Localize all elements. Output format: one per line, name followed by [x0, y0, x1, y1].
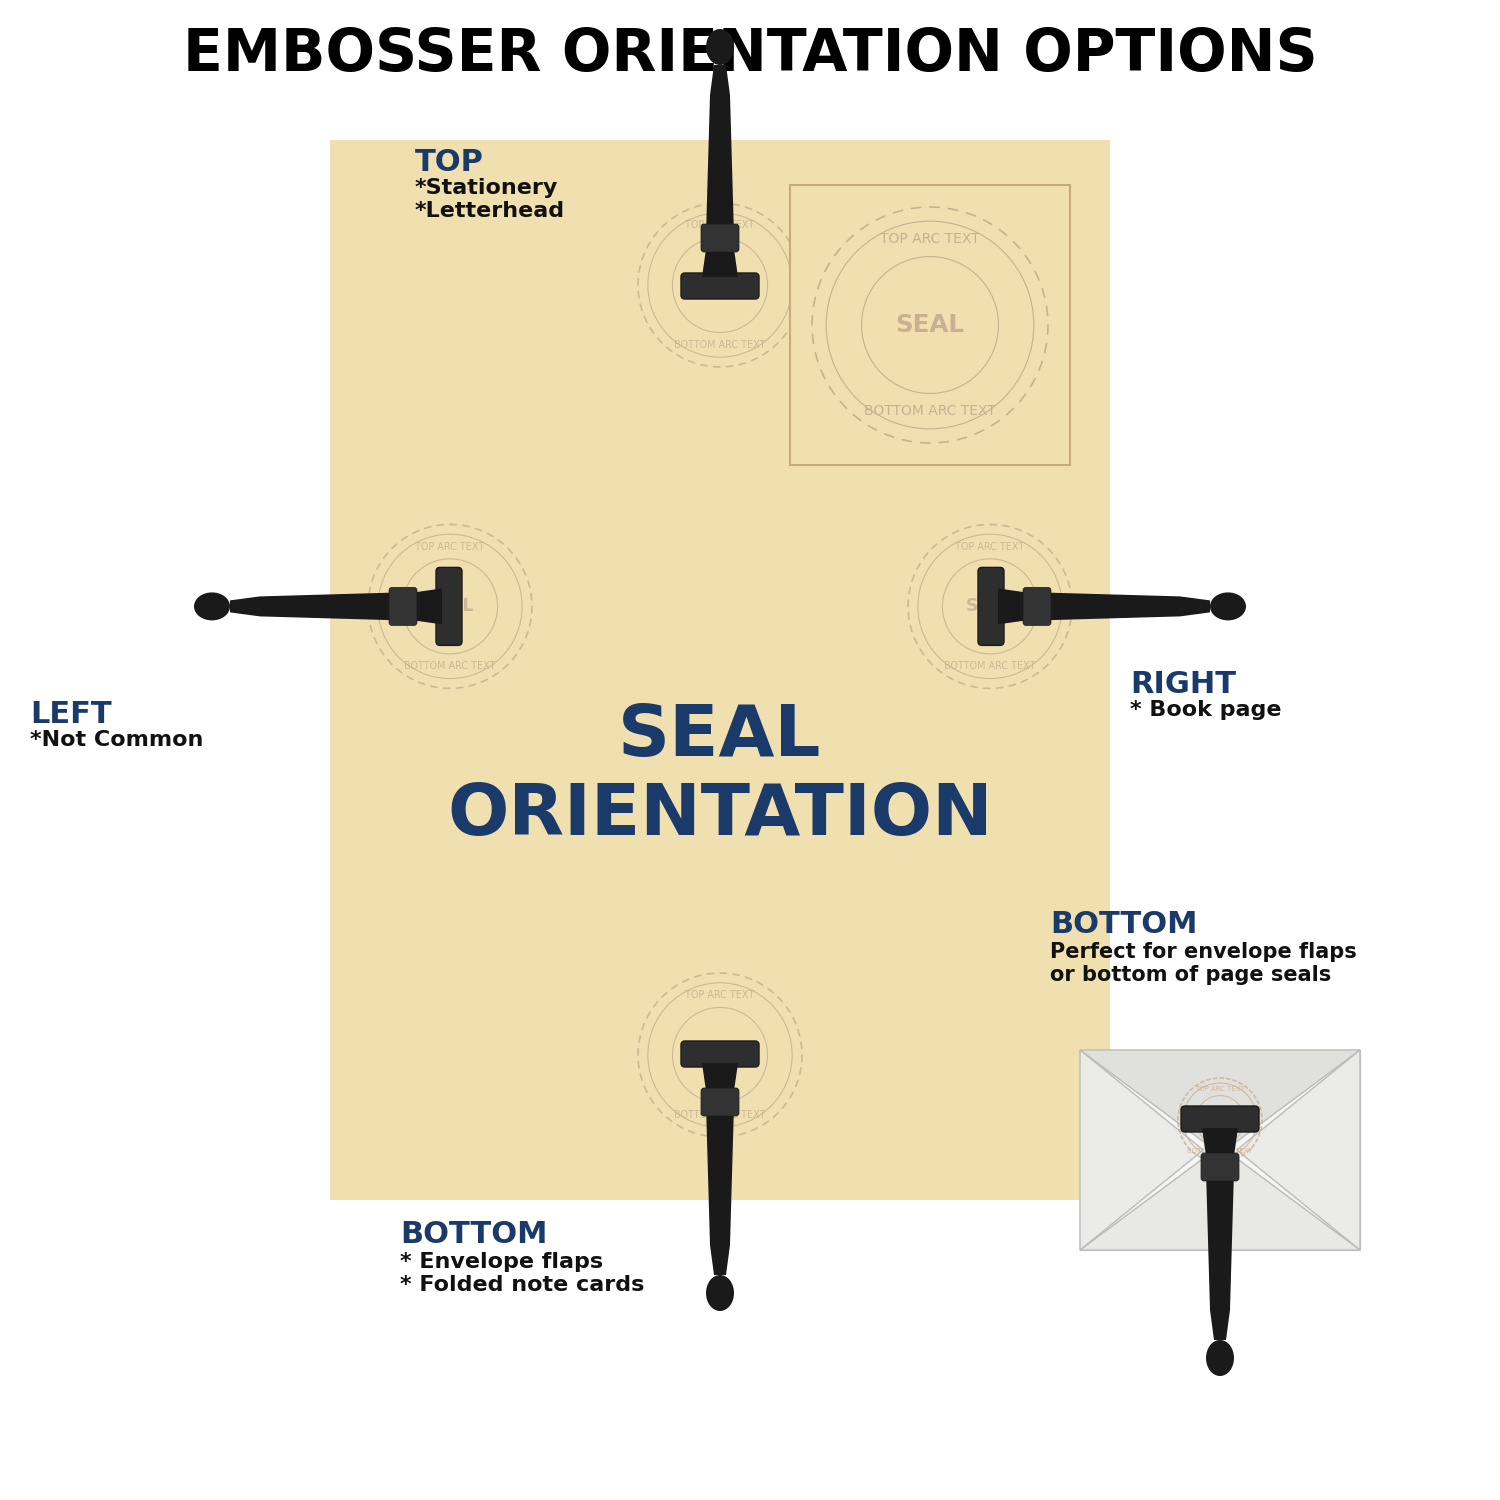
Text: SEAL: SEAL [1204, 1114, 1236, 1125]
Text: SEAL: SEAL [966, 597, 1014, 615]
Ellipse shape [1210, 592, 1246, 621]
Text: BOTTOM ARC TEXT: BOTTOM ARC TEXT [675, 340, 765, 350]
Bar [790, 184, 1070, 465]
Text: TOP ARC TEXT: TOP ARC TEXT [1196, 1086, 1245, 1092]
Text: SEAL: SEAL [426, 597, 474, 615]
Bar [1080, 1050, 1360, 1250]
Text: BOTTOM ARC TEXT: BOTTOM ARC TEXT [675, 1110, 765, 1120]
FancyBboxPatch shape [700, 224, 740, 252]
Polygon shape [1080, 1050, 1360, 1154]
Polygon shape [706, 1106, 734, 1275]
Text: BOTTOM: BOTTOM [1050, 910, 1197, 939]
Polygon shape [1238, 1050, 1360, 1250]
Text: BOTTOM ARC TEXT: BOTTOM ARC TEXT [405, 662, 495, 672]
FancyBboxPatch shape [1202, 1154, 1239, 1180]
Text: TOP ARC TEXT: TOP ARC TEXT [880, 232, 980, 246]
Text: BOTTOM: BOTTOM [400, 1220, 548, 1250]
FancyBboxPatch shape [681, 273, 759, 298]
Polygon shape [706, 64, 734, 236]
Text: TOP ARC TEXT: TOP ARC TEXT [686, 990, 754, 1000]
Polygon shape [400, 588, 442, 624]
Ellipse shape [706, 28, 734, 64]
Text: *Stationery
*Letterhead: *Stationery *Letterhead [416, 178, 566, 220]
Polygon shape [1206, 1170, 1234, 1340]
FancyBboxPatch shape [1180, 1106, 1258, 1132]
Bar [330, 140, 1110, 1200]
FancyBboxPatch shape [436, 567, 462, 645]
Polygon shape [1202, 1128, 1237, 1170]
Polygon shape [1080, 1146, 1360, 1250]
Text: * Book page: * Book page [1130, 700, 1281, 720]
Text: BOTTOM ARC TEXT: BOTTOM ARC TEXT [945, 662, 1035, 672]
Text: *Not Common: *Not Common [30, 730, 204, 750]
FancyBboxPatch shape [700, 1088, 740, 1116]
FancyBboxPatch shape [681, 1041, 759, 1066]
Text: Perfect for envelope flaps
or bottom of page seals: Perfect for envelope flaps or bottom of … [1050, 942, 1356, 986]
Text: SEAL: SEAL [696, 1046, 744, 1064]
Polygon shape [702, 236, 738, 278]
Text: SEAL
ORIENTATION: SEAL ORIENTATION [447, 702, 993, 850]
Text: RIGHT: RIGHT [1130, 670, 1236, 699]
FancyBboxPatch shape [978, 567, 1004, 645]
Text: EMBOSSER ORIENTATION OPTIONS: EMBOSSER ORIENTATION OPTIONS [183, 27, 1317, 84]
Ellipse shape [1206, 1340, 1234, 1376]
Polygon shape [1040, 592, 1211, 621]
Text: BOTTOM ARC TEXT: BOTTOM ARC TEXT [1186, 1148, 1252, 1154]
Ellipse shape [194, 592, 230, 621]
FancyBboxPatch shape [1023, 588, 1052, 626]
Polygon shape [702, 1064, 738, 1106]
Polygon shape [998, 588, 1039, 624]
Polygon shape [230, 592, 400, 621]
Text: * Envelope flaps
* Folded note cards: * Envelope flaps * Folded note cards [400, 1252, 645, 1294]
Text: TOP ARC TEXT: TOP ARC TEXT [956, 542, 1024, 552]
Text: TOP: TOP [416, 148, 484, 177]
Text: BOTTOM ARC TEXT: BOTTOM ARC TEXT [864, 404, 996, 418]
FancyBboxPatch shape [388, 588, 417, 626]
Text: LEFT: LEFT [30, 700, 111, 729]
Text: TOP ARC TEXT: TOP ARC TEXT [416, 542, 484, 552]
Text: SEAL: SEAL [696, 276, 744, 294]
Text: TOP ARC TEXT: TOP ARC TEXT [686, 220, 754, 230]
Text: SEAL: SEAL [896, 314, 964, 338]
Ellipse shape [706, 1275, 734, 1311]
Polygon shape [1080, 1050, 1203, 1250]
